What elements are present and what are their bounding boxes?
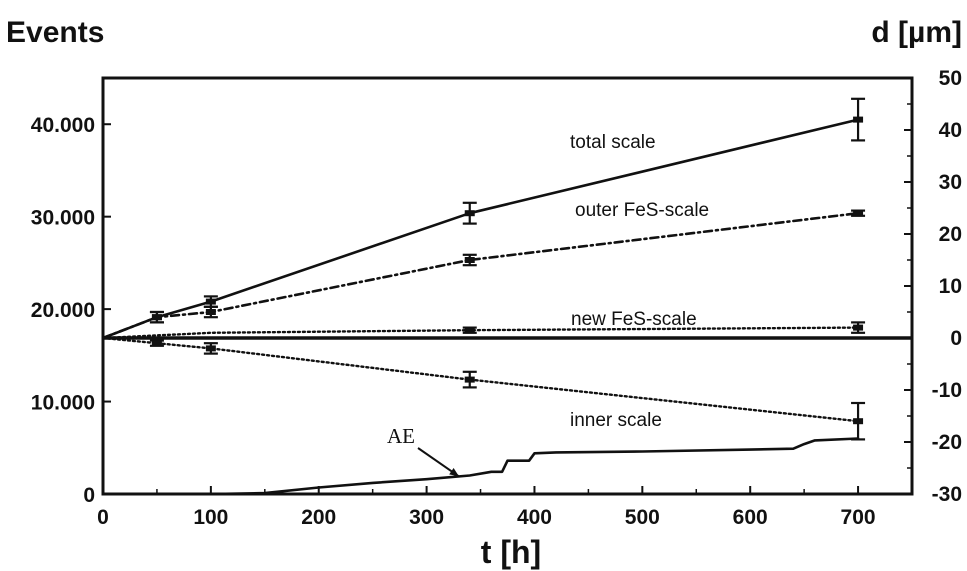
y-right-tick-label: 20	[939, 223, 962, 246]
y-left-tick-label: 40.000	[31, 114, 95, 137]
error-bar	[203, 342, 218, 355]
series-line-ae	[101, 437, 860, 496]
y-right-tick-label: -20	[932, 431, 962, 454]
y-right-tick-label: 30	[939, 171, 962, 194]
errorbar-layer	[149, 97, 866, 441]
x-axis-title: t [h]	[481, 534, 541, 570]
y-left-tick-label: 0	[83, 484, 95, 507]
x-tick-label: 600	[733, 506, 768, 529]
error-bar	[462, 370, 477, 389]
y-left-axis-title: Events	[6, 16, 104, 49]
y-right-axis-title: d [µm]	[871, 16, 962, 49]
y-left-tick-label: 30.000	[31, 207, 95, 230]
ae-arrow	[417, 447, 460, 478]
error-bar	[851, 321, 866, 334]
y-right-tick-label: 10	[939, 275, 962, 298]
y-right-tick-label: 0	[950, 327, 962, 350]
error-bar	[149, 339, 164, 347]
x-tick-label: 0	[97, 506, 109, 529]
y-left-tick-label: 10.000	[31, 392, 95, 415]
series-line-total-scale	[101, 118, 860, 340]
label-ae: AE	[387, 424, 415, 448]
error-bar	[462, 201, 477, 225]
label-new-fes-scale: new FeS-scale	[571, 309, 697, 330]
error-bar	[851, 97, 866, 142]
error-bar	[851, 401, 866, 441]
error-bar	[203, 295, 218, 308]
x-tick-label: 700	[841, 506, 876, 529]
y-right-tick-label: -10	[932, 379, 962, 402]
x-tick-label: 400	[517, 506, 552, 529]
error-bar	[462, 326, 477, 334]
series-line-outer-fes-scale	[101, 211, 860, 340]
x-tick-label: 100	[193, 506, 228, 529]
y-right-tick-label: 50	[939, 67, 962, 90]
y-left-tick-label: 20.000	[31, 299, 95, 322]
x-tick-label: 500	[625, 506, 660, 529]
y-right-tick-label: 40	[939, 119, 962, 142]
x-tick-label: 200	[301, 506, 336, 529]
series-line-inner-scale	[101, 336, 860, 423]
error-bar	[462, 253, 477, 267]
y-right-tick-label: -30	[932, 483, 962, 506]
error-bar	[851, 209, 866, 217]
label-total-scale: total scale	[570, 132, 656, 153]
plot-frame	[101, 76, 914, 496]
ticks-layer: 0 100 200 300 400 500 600 700010.00020.00030.00…	[31, 67, 962, 529]
error-bar	[203, 305, 218, 319]
error-bar	[149, 310, 164, 324]
series-line-new-fes-scale	[101, 326, 860, 340]
label-outer-fes-scale: outer FeS-scale	[575, 200, 709, 221]
label-inner-scale: inner scale	[570, 410, 662, 431]
plot-border	[101, 76, 914, 496]
x-tick-label: 300	[409, 506, 444, 529]
labels-layer: Events d [µm] t [h] total scale outer Fe…	[6, 16, 962, 570]
